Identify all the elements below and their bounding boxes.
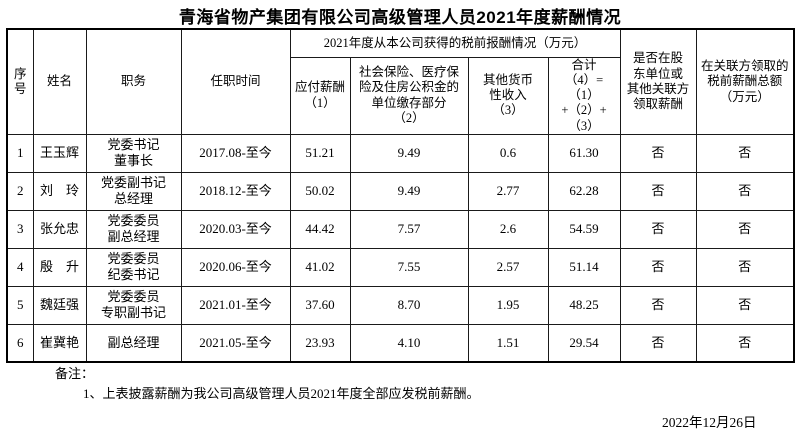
cell-insurance: 9.49 [349,133,469,173]
cell-position: 党委委员 副总经理 [85,209,182,249]
cell-flag: 否 [619,247,697,287]
cell-payable: 37.60 [289,285,351,325]
cell-position: 党委委员 专职副书记 [85,285,182,325]
cell-flag: 否 [619,171,697,211]
cell-total: 51.14 [547,247,621,287]
page-title: 青海省物产集团有限公司高级管理人员2021年度薪酬情况 [178,8,622,27]
cell-flag: 否 [619,323,697,363]
col-header-related-party-flag: 是否在股 东单位或 其他关联方 领取薪酬 [619,28,697,135]
cell-seq: 6 [6,323,34,363]
col-header-payable: 应付薪酬 （1） [289,56,351,135]
cell-payable: 23.93 [289,323,351,363]
cell-total: 54.59 [547,209,621,249]
col-header-position: 职务 [85,28,182,135]
cell-seq: 2 [6,171,34,211]
cell-seq: 5 [6,285,34,325]
table-row: 2 刘 玲 党委副书记 总经理 2018.12-至今 50.02 9.49 2.… [6,171,795,211]
col-header-total: 合计 （4）=（1） +（2）+ （3） [547,56,621,135]
col-header-other-income: 其他货币 性收入 （3） [467,56,549,135]
cell-tenure: 2021.01-至今 [180,285,291,325]
cell-other: 2.57 [467,247,549,287]
header-row-2: 应付薪酬 （1） 社会保险、医疗保 险及住房公积金的 单位缴存部分 （2） 其他… [7,56,794,135]
col-header-insurance: 社会保险、医疗保 险及住房公积金的 单位缴存部分 （2） [349,56,469,135]
cell-other: 1.95 [467,285,549,325]
cell-position: 党委书记 董事长 [85,133,182,173]
salary-table-grid: 序 号 姓名 职务 任职时间 2021年度从本公司获得的税前报酬情况（万元） 是… [6,28,795,364]
cell-amount: 否 [695,171,795,211]
cell-amount: 否 [695,247,795,287]
cell-position: 副总经理 [85,323,182,363]
cell-name: 崔冀艳 [32,323,87,363]
table-row: 3 张允忠 党委委员 副总经理 2020.03-至今 44.42 7.57 2.… [6,209,795,249]
header-row-1: 序 号 姓名 职务 任职时间 2021年度从本公司获得的税前报酬情况（万元） 是… [6,28,795,135]
notes-label: 备注： [55,366,95,381]
col-header-seq: 序 号 [6,28,34,135]
col-header-related-party-amount: 在关联方领取的 税前薪酬总额 （万元） [695,28,795,135]
cell-payable: 44.42 [289,209,351,249]
cell-name: 王玉辉 [32,133,87,173]
cell-position: 党委委员 纪委书记 [85,247,182,287]
document-date: 2022年12月26日 [662,415,757,430]
cell-amount: 否 [695,209,795,249]
cell-tenure: 2017.08-至今 [180,133,291,173]
cell-name: 魏廷强 [32,285,87,325]
col-header-name: 姓名 [32,28,87,135]
cell-payable: 51.21 [289,133,351,173]
cell-other: 2.77 [467,171,549,211]
cell-tenure: 2021.05-至今 [180,323,291,363]
cell-total: 61.30 [547,133,621,173]
cell-flag: 否 [619,133,697,173]
cell-payable: 41.02 [289,247,351,287]
cell-total: 62.28 [547,171,621,211]
cell-insurance: 4.10 [349,323,469,363]
cell-flag: 否 [619,209,697,249]
cell-insurance: 8.70 [349,285,469,325]
cell-total: 29.54 [547,323,621,363]
table-row: 5 魏廷强 党委委员 专职副书记 2021.01-至今 37.60 8.70 1… [6,285,795,325]
table-row: 6 崔冀艳 副总经理 2021.05-至今 23.93 4.10 1.51 29… [6,323,795,363]
cell-other: 0.6 [467,133,549,173]
cell-seq: 4 [6,247,34,287]
cell-amount: 否 [695,323,795,363]
cell-seq: 1 [6,133,34,173]
notes-section: 备注： 1、上表披露薪酬为我公司高级管理人员2021年度全部应发税前薪酬。 [55,364,480,403]
col-header-compensation-group: 2021年度从本公司获得的税前报酬情况（万元） [289,28,621,58]
cell-amount: 否 [695,285,795,325]
cell-amount: 否 [695,133,795,173]
cell-tenure: 2018.12-至今 [180,171,291,211]
cell-seq: 3 [6,209,34,249]
salary-table: 序 号 姓名 职务 任职时间 2021年度从本公司获得的税前报酬情况（万元） 是… [6,28,795,364]
cell-position: 党委副书记 总经理 [85,171,182,211]
cell-other: 2.6 [467,209,549,249]
table-row: 1 王玉辉 党委书记 董事长 2017.08-至今 51.21 9.49 0.6… [6,133,795,173]
col-header-tenure: 任职时间 [180,28,291,135]
cell-name: 殷 升 [32,247,87,287]
cell-total: 48.25 [547,285,621,325]
cell-tenure: 2020.06-至今 [180,247,291,287]
cell-insurance: 9.49 [349,171,469,211]
cell-other: 1.51 [467,323,549,363]
cell-name: 张允忠 [32,209,87,249]
cell-flag: 否 [619,285,697,325]
cell-insurance: 7.57 [349,209,469,249]
cell-payable: 50.02 [289,171,351,211]
note-item-1: 1、上表披露薪酬为我公司高级管理人员2021年度全部应发税前薪酬。 [83,385,480,401]
cell-tenure: 2020.03-至今 [180,209,291,249]
cell-name: 刘 玲 [32,171,87,211]
cell-insurance: 7.55 [349,247,469,287]
table-row: 4 殷 升 党委委员 纪委书记 2020.06-至今 41.02 7.55 2.… [6,247,795,287]
